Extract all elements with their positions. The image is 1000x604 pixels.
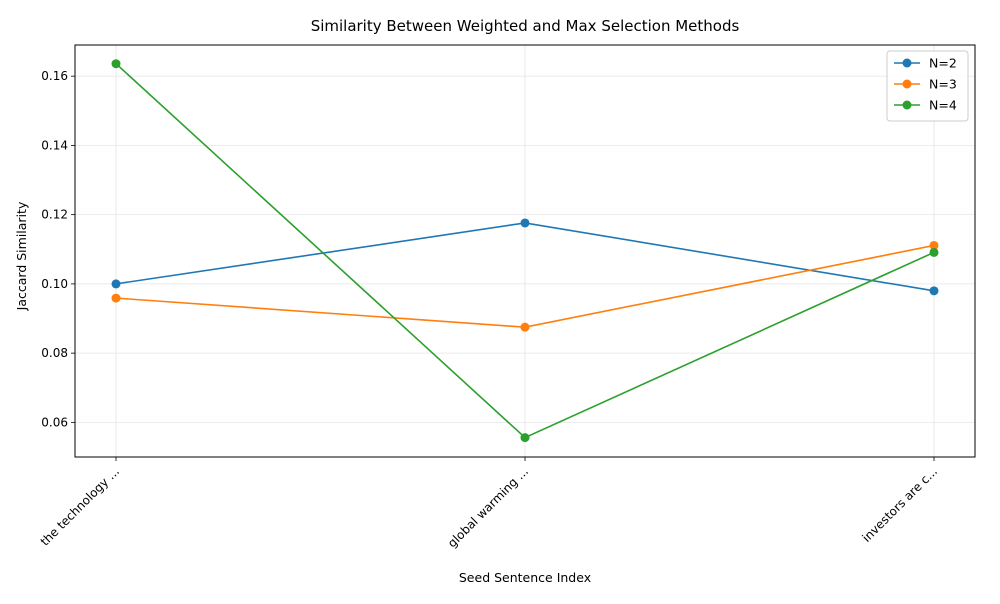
x-tick-label: global warming ... (445, 464, 531, 550)
legend-label: N=2 (929, 56, 957, 71)
x-axis-ticks: the technology ... global warming ... inve… (38, 457, 940, 550)
y-tick-label: 0.06 (41, 415, 68, 429)
legend-label: N=4 (929, 98, 957, 113)
series-layer (111, 59, 939, 443)
legend-label: N=3 (929, 77, 957, 92)
series-N=2 (111, 218, 939, 296)
data-point (111, 279, 121, 289)
data-point (929, 247, 939, 257)
legend-marker (902, 79, 912, 89)
y-tick-label: 0.14 (41, 138, 68, 152)
series-N=3 (111, 240, 939, 332)
data-point (520, 218, 530, 228)
x-tick-label: investors are c... (860, 464, 941, 545)
legend-item: N=4 (894, 98, 957, 113)
grid-lines (75, 45, 975, 457)
data-point (111, 293, 121, 303)
data-point (111, 59, 121, 69)
data-point (929, 240, 939, 250)
y-tick-label: 0.16 (41, 69, 68, 83)
data-point (520, 322, 530, 332)
legend-marker (902, 58, 912, 68)
y-tick-label: 0.12 (41, 208, 68, 222)
legend-marker (902, 100, 912, 110)
y-tick-label: 0.10 (41, 277, 68, 291)
y-axis-ticks: 0.06 0.08 0.10 0.12 0.14 0.16 (41, 69, 75, 429)
y-axis-label: Jaccard Similarity (14, 201, 29, 311)
data-point (929, 286, 939, 296)
legend-item: N=2 (894, 56, 957, 71)
legend: N=2 N=3 N=4 (886, 50, 969, 122)
legend-item: N=3 (894, 77, 957, 92)
chart-title: Similarity Between Weighted and Max Sele… (311, 17, 740, 35)
x-axis-label: Seed Sentence Index (459, 570, 591, 585)
x-tick-label: the technology ... (38, 464, 122, 548)
data-point (520, 433, 530, 443)
series-N=4 (111, 59, 939, 443)
y-tick-label: 0.08 (41, 346, 68, 360)
